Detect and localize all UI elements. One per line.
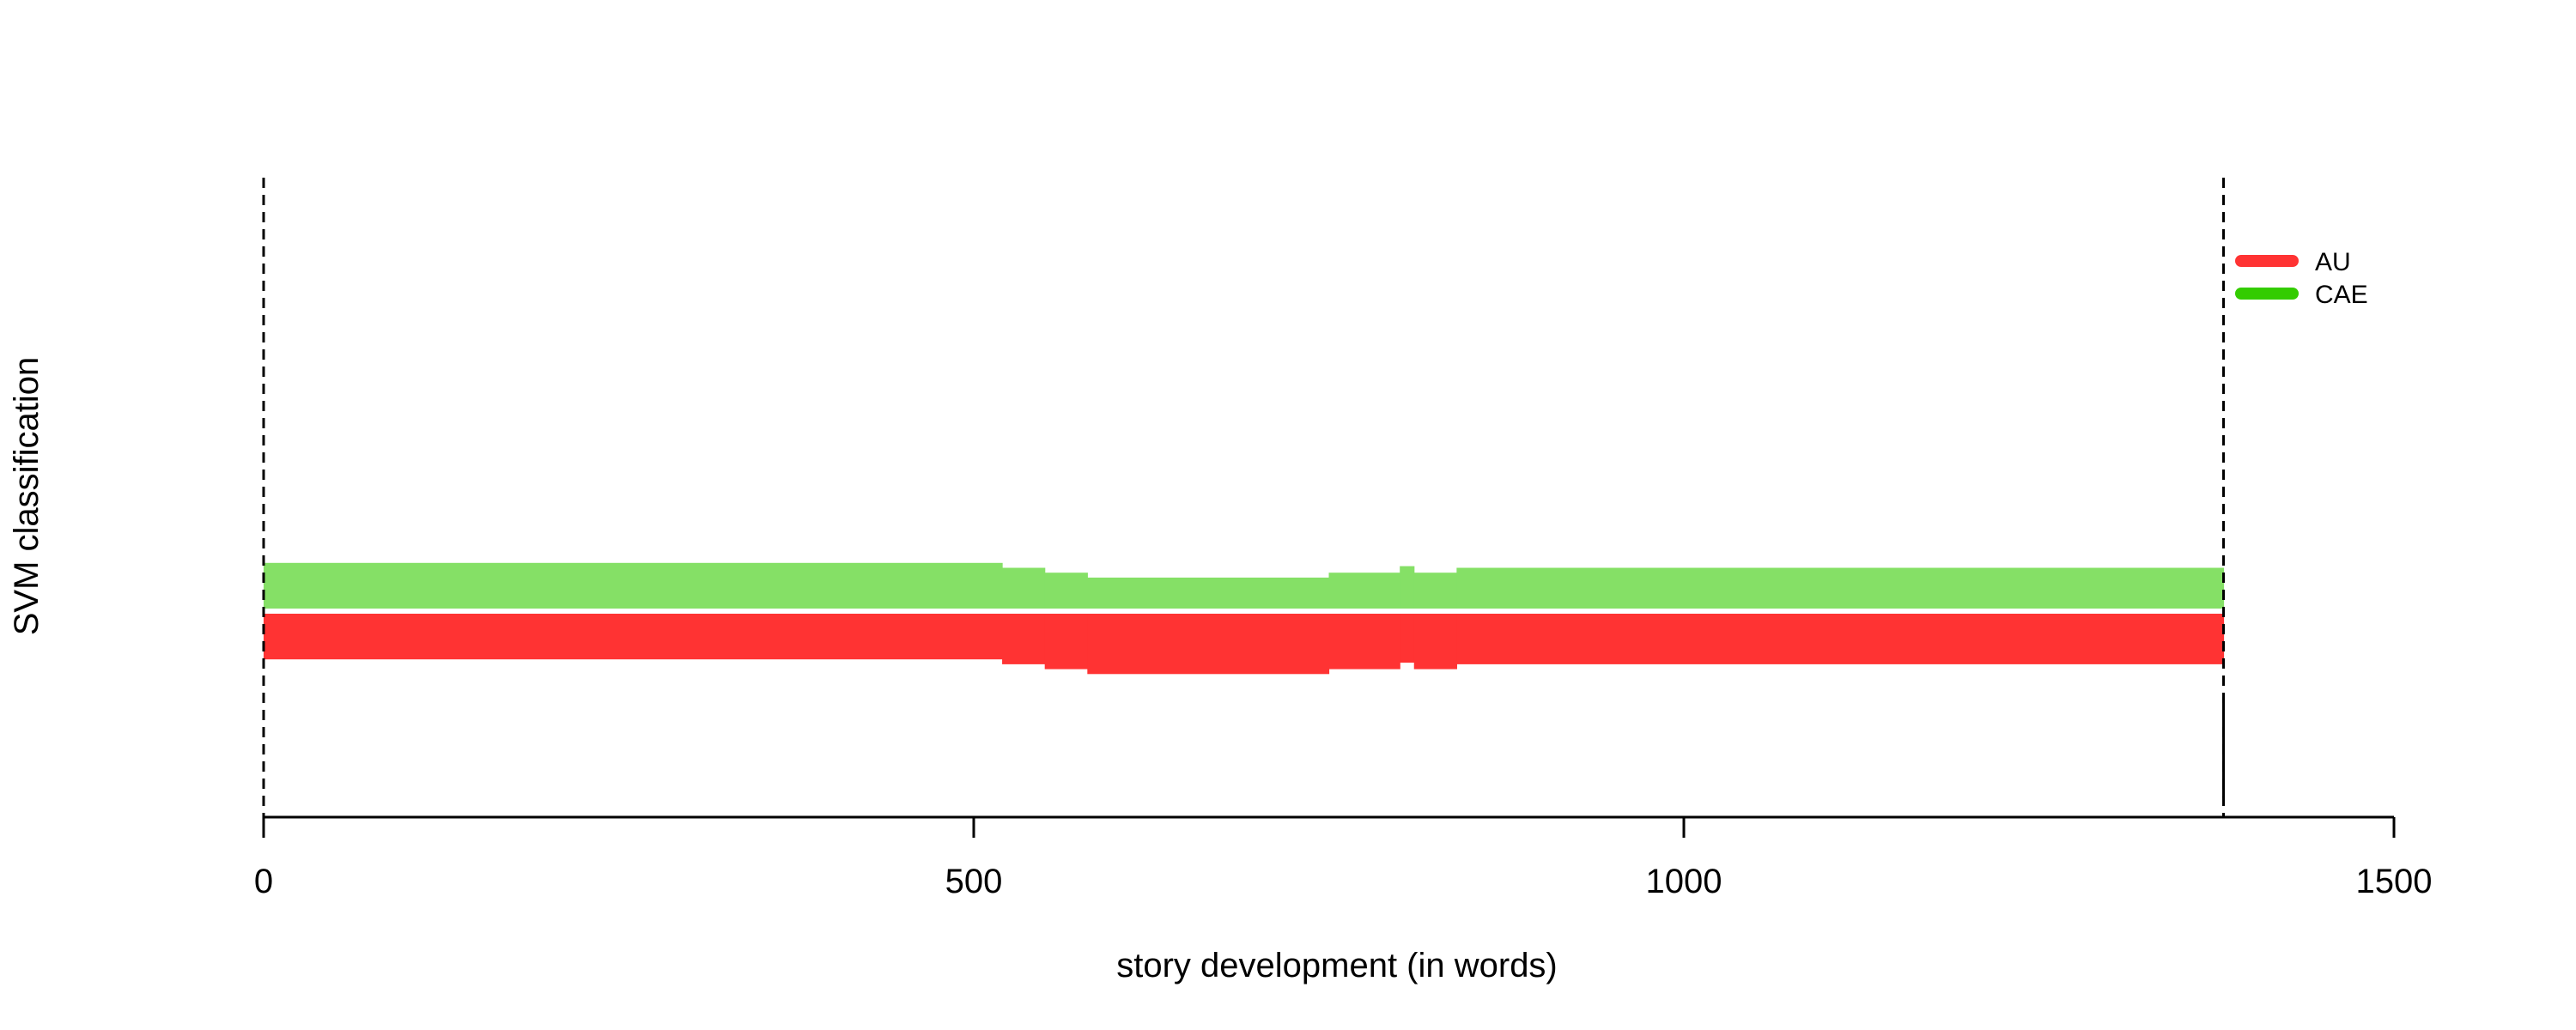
series-au (264, 614, 2224, 674)
cae-bar-4 (1087, 578, 1329, 609)
cae-bar-2 (1002, 568, 1045, 609)
x-axis-label: story development (in words) (1116, 947, 1558, 985)
y-axis-label: SVM classification (8, 357, 46, 636)
x-tick-label-1500: 1500 (2356, 863, 2433, 900)
au-bar-1 (264, 614, 1003, 659)
cae-bar-6 (1400, 566, 1414, 609)
boundary-lines (264, 178, 2224, 817)
x-tick-label-500: 500 (945, 863, 1003, 900)
legend: AU CAE (2241, 248, 2368, 309)
legend-label-cae: CAE (2315, 281, 2368, 309)
series-bands (264, 563, 2224, 675)
cae-bar-5 (1329, 573, 1400, 609)
cae-bar-7 (1414, 573, 1457, 609)
cae-bar-8 (1456, 568, 2224, 609)
au-bar-2 (1002, 614, 1045, 664)
au-bar-4 (1087, 614, 1329, 674)
x-axis: 0 500 1000 1500 (254, 817, 2433, 900)
series-cae (264, 563, 2224, 609)
cae-bar-1 (264, 563, 1003, 609)
au-bar-6 (1400, 614, 1414, 663)
legend-label-au: AU (2315, 248, 2351, 276)
x-tick-label-1000: 1000 (1646, 863, 1722, 900)
au-bar-3 (1045, 614, 1088, 670)
au-bar-8 (1456, 614, 2224, 664)
au-bar-7 (1414, 614, 1457, 670)
au-bar-5 (1329, 614, 1400, 670)
cae-bar-3 (1045, 573, 1088, 609)
x-tick-label-0: 0 (254, 863, 273, 900)
